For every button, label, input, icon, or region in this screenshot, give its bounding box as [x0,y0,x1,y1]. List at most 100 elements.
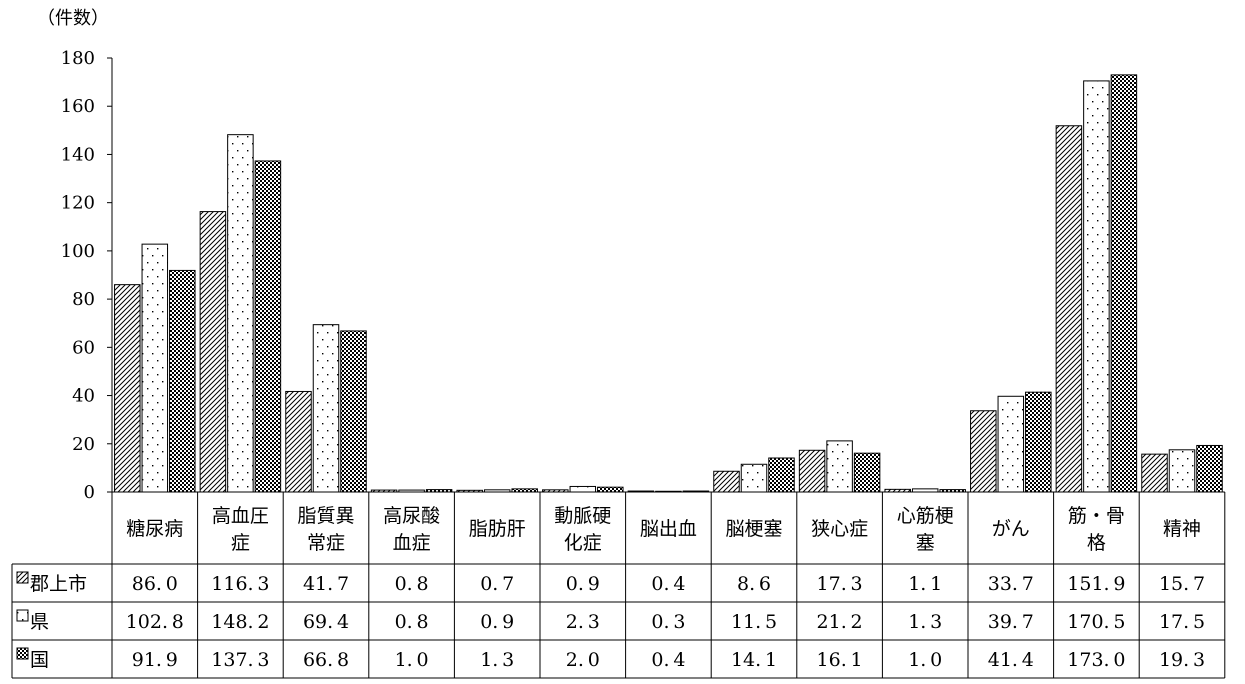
data-label: 0. 8 [395,611,429,633]
data-label: 0. 7 [480,573,514,595]
data-label: 173. 0 [1067,649,1125,671]
y-tick-label: 140 [61,144,95,165]
legend-swatch-dots [16,609,29,622]
bar-checker [1110,74,1138,493]
data-label: 86. 0 [132,573,178,595]
y-tick-label: 0 [84,482,95,503]
data-label: 11. 5 [731,611,777,633]
data-label: 0. 4 [651,649,685,671]
series-name: 郡上市 [30,573,87,595]
data-label: 2. 0 [566,649,600,671]
data-label: 66. 8 [303,649,349,671]
bar-checker [853,452,881,493]
bar-dots [1083,80,1110,493]
category-label: 脂質異 [297,505,354,527]
data-label: 41. 7 [303,573,349,595]
bar-dots [227,134,254,493]
data-label: 148. 2 [211,611,269,633]
category-label: 動脈硬 [554,505,611,527]
bar-hatch [798,449,826,493]
y-tick-label: 80 [72,289,95,310]
legend-swatch-hatch [16,571,29,584]
category-label: 脂肪肝 [469,518,526,540]
bar-checker [340,330,367,493]
category-label: 糖尿病 [126,518,183,540]
category-label: 症 [231,532,250,554]
data-label: 102. 8 [126,611,184,633]
data-label: 116. 3 [211,573,269,595]
bar-hatch [285,390,312,493]
bar-hatch [1141,453,1168,493]
bar-hatch [1055,125,1083,493]
category-label: 高尿酸 [383,505,440,527]
y-tick-label: 60 [72,337,95,358]
data-label: 1. 1 [908,573,942,595]
data-label: 0. 8 [395,573,429,595]
category-label: 筋・骨 [1068,505,1125,527]
category-label: 心筋梗 [897,505,954,527]
bar-dots [997,395,1025,493]
category-label: がん [992,518,1030,540]
data-label: 19. 3 [1159,649,1205,671]
bar-checker [254,160,282,493]
data-label: 1. 0 [908,649,942,671]
category-label: 脳梗塞 [725,518,782,540]
data-label: 170. 5 [1067,611,1125,633]
data-label: 1. 0 [395,649,429,671]
data-label: 8. 6 [737,573,771,595]
bar-dots [740,463,768,493]
bar-hatch [713,470,740,493]
category-label: 塞 [916,532,935,554]
y-tick-label: 20 [72,434,95,455]
bar-dots [1168,449,1196,493]
bar-hatch [199,211,227,493]
bar-hatch [970,410,997,493]
category-label: 常症 [307,532,345,554]
series-name: 県 [30,611,49,633]
y-tick-label: 40 [72,386,95,407]
data-label: 0. 9 [480,611,514,633]
category-label: 格 [1087,532,1106,554]
data-label: 0. 3 [651,611,685,633]
y-axis: 0 20 40 60 80 100 120 140 160 180 [61,48,113,503]
category-label: 高血圧 [212,505,269,527]
data-label: 0. 9 [566,573,600,595]
data-label: 39. 7 [988,611,1034,633]
bar-checker [597,486,624,493]
unit-label: （件数） [37,8,109,29]
data-label: 17. 5 [1159,611,1205,633]
data-label: 151. 9 [1067,573,1125,595]
data-label: 0. 4 [651,573,685,595]
data-label: 15. 7 [1159,573,1205,595]
bar-dots [312,324,340,493]
bar-checker [169,269,196,493]
bar-hatch [114,284,141,493]
bars [114,74,1223,493]
category-label: 精神 [1163,518,1201,540]
category-label: 脳出血 [640,518,697,540]
data-label: 17. 3 [817,573,863,595]
data-label: 41. 4 [988,649,1034,671]
data-label: 1. 3 [480,649,514,671]
data-label: 14. 1 [731,649,777,671]
data-label: 33. 7 [988,573,1034,595]
data-label: 2. 3 [566,611,600,633]
data-label: 21. 2 [817,611,863,633]
bar-checker [1196,444,1223,493]
y-tick-label: 100 [61,241,95,262]
data-label: 69. 4 [303,611,349,633]
bar-dots [826,440,853,493]
category-label: 化症 [564,532,602,554]
legend-swatch-checker [16,647,29,660]
data-label: 1. 3 [908,611,942,633]
data-label: 91. 9 [132,649,178,671]
data-label: 16. 1 [817,649,863,671]
y-tick-label: 160 [61,96,95,117]
bar-checker [1025,391,1052,493]
data-label: 137. 3 [211,649,269,671]
category-label: 狭心症 [811,518,868,540]
series-name: 国 [30,649,49,671]
